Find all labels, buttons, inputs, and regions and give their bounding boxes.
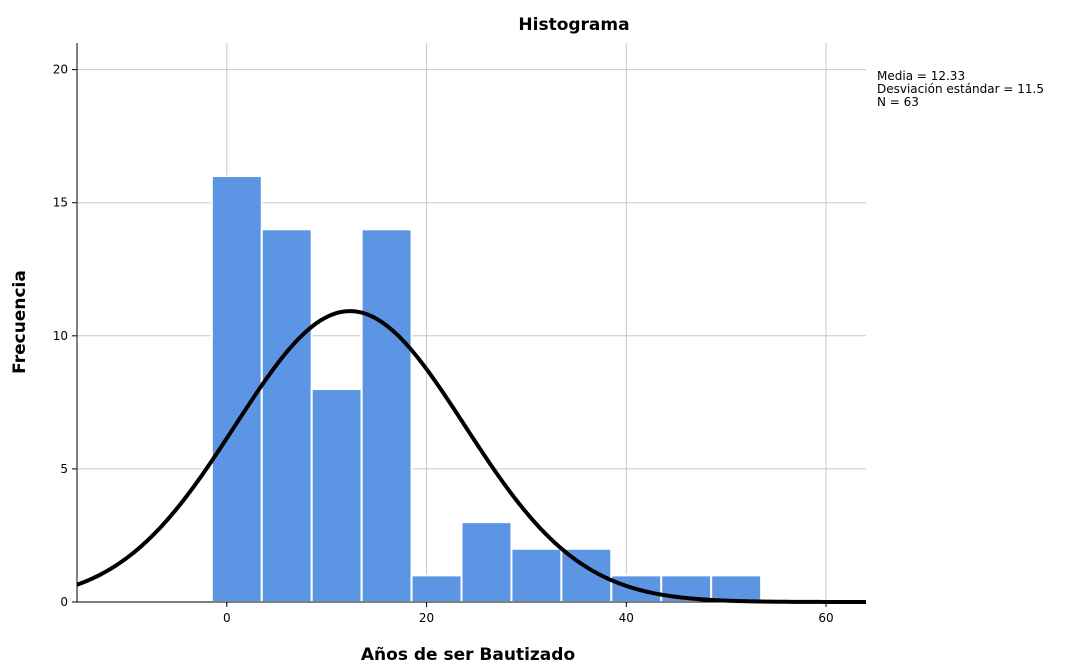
histogram-bar [510, 547, 563, 603]
x-tick-label: 0 [223, 611, 231, 625]
grid [77, 43, 866, 602]
histogram-bar [210, 175, 263, 603]
tick-labels: 0 5 10 15 20 0 20 40 60 [53, 63, 834, 625]
y-tick-label: 20 [53, 63, 68, 77]
stats-box: Media = 12.33 Desviación estándar = 11.5… [877, 69, 1044, 109]
y-axis-title: Frecuencia [10, 270, 30, 374]
y-tick-label: 0 [60, 595, 68, 609]
histogram-bar [410, 574, 463, 604]
histogram-bar [710, 574, 763, 604]
histogram-bar [360, 228, 413, 603]
y-tick-label: 15 [53, 196, 68, 210]
normal-curve [76, 309, 866, 604]
axes [76, 43, 866, 603]
x-tick-label: 20 [419, 611, 434, 625]
y-tick-label: 10 [53, 329, 68, 343]
histogram-bar [260, 228, 313, 603]
x-tick-label: 40 [619, 611, 634, 625]
chart-title: Histograma [518, 15, 629, 35]
stats-n: N = 63 [877, 95, 919, 109]
histogram-bar [460, 521, 513, 604]
x-tick-label: 60 [818, 611, 833, 625]
histogram-bar [310, 388, 363, 603]
x-axis-title: Años de ser Bautizado [361, 645, 575, 665]
histogram-bars [210, 175, 763, 604]
y-tick-label: 5 [60, 462, 68, 476]
stats-mean: Media = 12.33 [877, 69, 965, 83]
stats-sd: Desviación estándar = 11.5 [877, 82, 1044, 96]
